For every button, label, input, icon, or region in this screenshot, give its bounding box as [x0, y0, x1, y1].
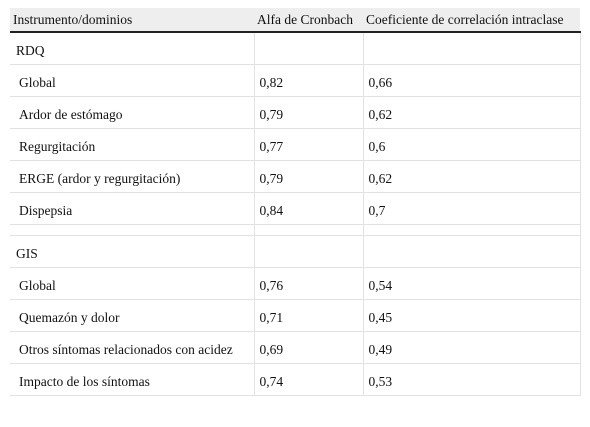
empty-cell	[253, 31, 364, 65]
table-cell: 0,54	[362, 267, 581, 300]
data-table: Instrumento/dominios Alfa de Cronbach Co…	[10, 8, 581, 396]
table-cell: 0,84	[253, 192, 364, 225]
table-cell: 0,53	[362, 363, 581, 396]
section-row: GIS	[10, 235, 581, 268]
header-row: Instrumento/dominios Alfa de Cronbach Co…	[10, 8, 580, 33]
table-cell: Global	[10, 267, 255, 300]
table-cell: 0,62	[362, 160, 581, 193]
data-row: Impacto de los síntomas 0,74 0,53	[10, 363, 581, 396]
table-cell: Otros síntomas relacionados con acidez	[10, 331, 255, 364]
table-cell: 0,69	[253, 331, 364, 364]
data-row: ERGE (ardor y regurgitación) 0,79 0,62	[10, 160, 581, 193]
section-row: RDQ	[10, 31, 581, 65]
empty-cell	[253, 235, 364, 268]
data-row: Otros síntomas relacionados con acidez 0,…	[10, 331, 581, 364]
table-cell: 0,66	[362, 64, 581, 97]
spacer-cell	[253, 224, 364, 236]
table-cell: Regurgitación	[10, 128, 255, 161]
table-cell: Global	[10, 64, 255, 97]
table-cell: 0,7	[362, 192, 581, 225]
data-row: Quemazón y dolor 0,71 0,45	[10, 299, 581, 332]
table-cell: 0,79	[253, 160, 364, 193]
table-cell: 0,74	[253, 363, 364, 396]
data-row: Dispepsia 0,84 0,7	[10, 192, 581, 225]
spacer-cell	[362, 224, 581, 236]
section-title: GIS	[10, 235, 255, 268]
table-cell: ERGE (ardor y regurgitación)	[10, 160, 255, 193]
table-cell: 0,76	[253, 267, 364, 300]
header-cell: Instrumento/dominios	[10, 8, 254, 33]
table-cell: Quemazón y dolor	[10, 299, 255, 332]
header-cell: Coeficiente de correlación intraclase	[363, 8, 580, 33]
data-row: Global 0,82 0,66	[10, 64, 581, 97]
table-cell: 0,62	[362, 96, 581, 129]
section-title: RDQ	[10, 31, 255, 65]
table-cell: 0,6	[362, 128, 581, 161]
table-cell: 0,77	[253, 128, 364, 161]
table-cell: 0,82	[253, 64, 364, 97]
spacer-cell	[10, 224, 255, 236]
table-cell: 0,71	[253, 299, 364, 332]
empty-cell	[362, 235, 581, 268]
table-cell: Dispepsia	[10, 192, 255, 225]
data-row: Regurgitación 0,77 0,6	[10, 128, 581, 161]
table-body: RDQ Global 0,82 0,66 Ardor de estómago 0,79 0,…	[10, 31, 581, 396]
table-cell: 0,49	[362, 331, 581, 364]
data-row: Ardor de estómago 0,79 0,62	[10, 96, 581, 129]
table-cell: 0,45	[362, 299, 581, 332]
empty-cell	[362, 31, 581, 65]
spacer-row	[10, 224, 581, 236]
table-cell: Ardor de estómago	[10, 96, 255, 129]
data-row: Global 0,76 0,54	[10, 267, 581, 300]
header-cell: Alfa de Cronbach	[254, 8, 363, 33]
table-cell: Impacto de los síntomas	[10, 363, 255, 396]
table-cell: 0,79	[253, 96, 364, 129]
